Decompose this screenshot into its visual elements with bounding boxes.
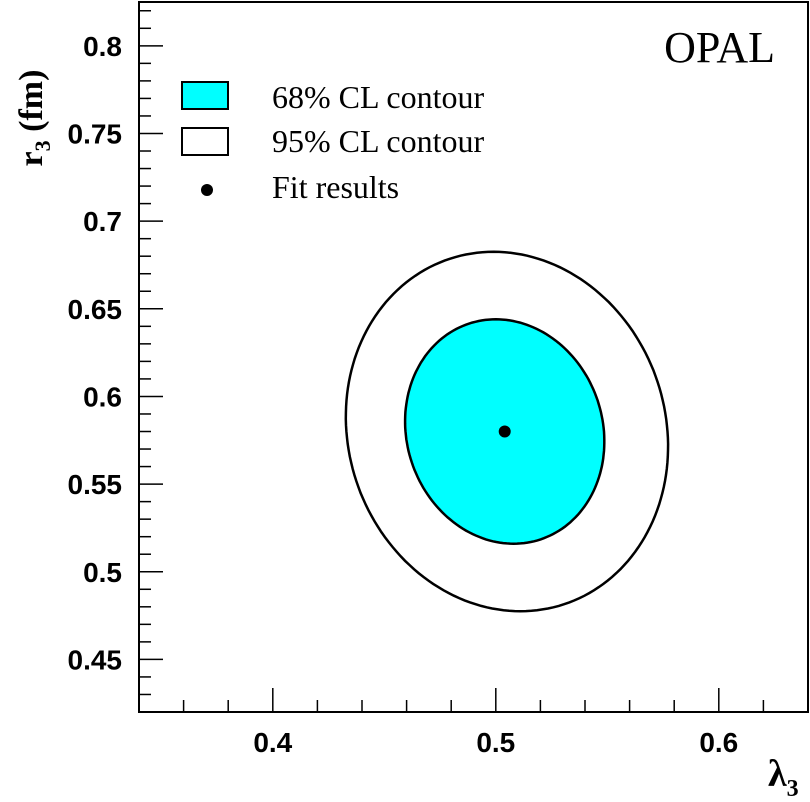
legend-swatch-68 xyxy=(181,81,229,110)
plot-frame xyxy=(138,1,809,713)
axis-ticks xyxy=(138,10,809,713)
legend-label-fit: Fit results xyxy=(272,169,399,205)
y-tick-label: 0.7 xyxy=(83,206,122,237)
x-tick-label: 0.6 xyxy=(699,727,738,758)
x-tick-labels: 0.4 0.5 0.6 xyxy=(253,727,738,758)
legend: 68% CL contour 95% CL contour Fit result… xyxy=(181,79,484,205)
legend-label-95: 95% CL contour xyxy=(272,123,484,159)
fit-result-point xyxy=(498,425,511,438)
legend-swatch-95 xyxy=(181,127,229,156)
contours-group xyxy=(344,250,670,613)
y-tick-label: 0.8 xyxy=(83,31,122,62)
y-tick-label: 0.75 xyxy=(68,118,123,149)
y-tick-label: 0.65 xyxy=(68,294,123,325)
y-tick-label: 0.6 xyxy=(83,381,122,412)
x-axis-title: λ3 xyxy=(768,753,799,802)
y-axis-title: r3 (fm) xyxy=(13,70,55,167)
y-tick-label: 0.45 xyxy=(68,644,123,675)
experiment-label: OPAL xyxy=(664,23,775,72)
y-tick-labels: 0.45 0.5 0.55 0.6 0.65 0.7 0.75 0.8 xyxy=(68,31,123,676)
y-tick-label: 0.5 xyxy=(83,557,122,588)
contour-95cl xyxy=(344,250,670,613)
x-tick-label: 0.4 xyxy=(253,727,292,758)
legend-label-68: 68% CL contour xyxy=(272,79,484,115)
legend-marker-fit xyxy=(201,184,213,196)
y-tick-label: 0.55 xyxy=(68,469,123,500)
x-tick-label: 0.5 xyxy=(476,727,515,758)
